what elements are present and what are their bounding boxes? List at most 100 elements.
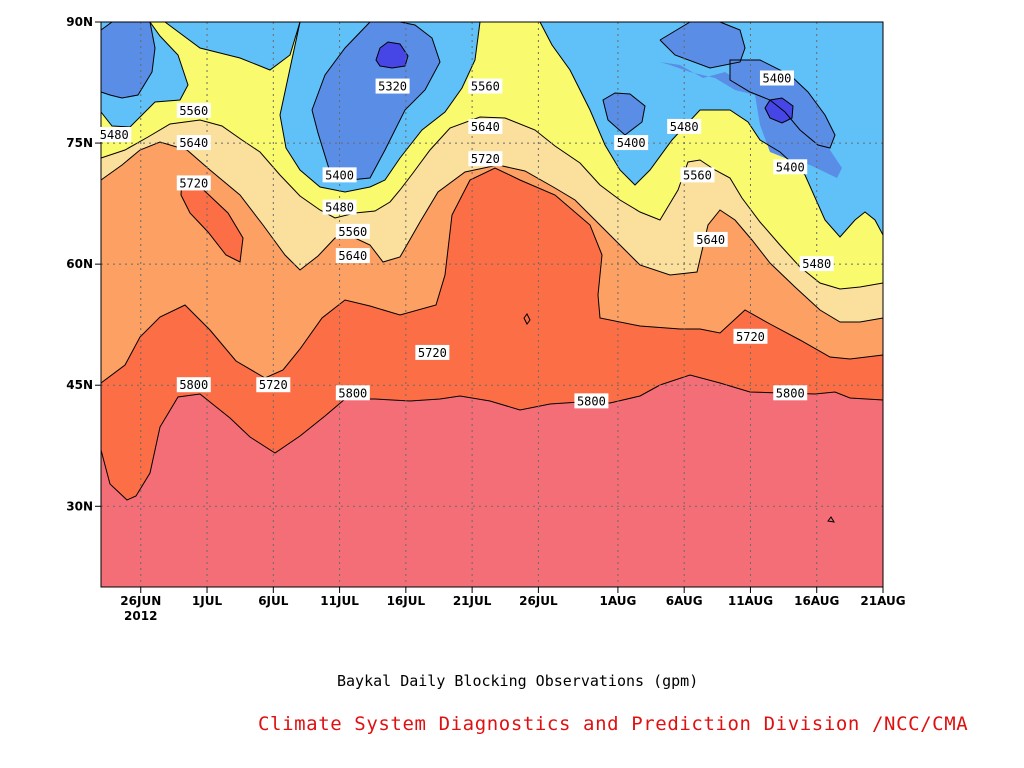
contour-blip-a [523,313,531,325]
contour-label-box [322,199,357,215]
contour-line-5560 [100,116,884,290]
contour-label-box [468,78,503,94]
x-tick-label: 11JUL [320,594,359,608]
contour-label-text: 5480 [325,201,354,215]
x-tick-label: 11AUG [728,594,773,608]
contour-label-text: 5480 [100,128,129,142]
contour-label-box [335,248,370,264]
contour-labels: 5320 5560 5400 5560 5480 5640 5480 5640 5400 5720… [97,70,834,409]
contour-label: 5640 [693,231,728,247]
contour-label-box [680,167,715,183]
contour-label-box [335,385,370,401]
y-tick-label: 90N [66,15,93,29]
contour-label-box [176,102,211,118]
contour-label: 5400 [614,135,649,151]
x-tick-label: 6JUL [258,594,289,608]
y-tick-label: 75N [66,136,93,150]
contour-label-box [773,159,808,175]
contour-line-5400-a [100,21,156,99]
contour-label: 5560 [680,167,715,183]
band-5720-5800-island [181,178,243,262]
contour-label-text: 5560 [471,80,500,94]
contour-label-text: 5720 [418,346,447,360]
contour-line-5320-a [375,41,409,69]
contour-label-box [256,377,291,393]
contour-blip-b [827,516,835,523]
contour-label-box [733,328,768,344]
contour-label: 5320 [375,78,410,94]
contour-label: 5480 [322,199,357,215]
contour-line-5400-d [659,21,746,69]
contour-label-box [468,118,503,134]
contour-label-text: 5800 [776,386,805,400]
contour-label-text: 5640 [338,249,367,263]
contour-label-text: 5640 [471,120,500,134]
contour-label-text: 5800 [179,378,208,392]
contour-label-text: 5480 [802,257,831,271]
x-tick-label: 16JUL [387,594,426,608]
contour-label-text: 5720 [736,330,765,344]
contour-label-box [799,256,834,272]
contour-label-box [176,377,211,393]
contour-label-text: 5640 [696,233,725,247]
contour-label-box [468,151,503,167]
contour-label-box [773,385,808,401]
x-tick-label: 21JUL [453,594,492,608]
contour-label-box [759,70,794,86]
contour-label: 5640 [335,248,370,264]
plot-frame [100,21,884,588]
contour-label-text: 5800 [577,394,606,408]
contour-line-5800 [100,374,884,501]
contour-label-text: 5400 [617,136,646,150]
contour-line-5480-c [279,21,481,193]
contour-label-text: 5800 [338,386,367,400]
contour-label-text: 5400 [776,160,805,174]
credit-line: Climate System Diagnostics and Predictio… [258,713,969,735]
contour-label: 5560 [176,102,211,118]
contour-label-text: 5560 [179,104,208,118]
contour-line-5400-c [602,92,646,136]
contour-label-box [176,135,211,151]
contour-label-text: 5560 [338,225,367,239]
contour-label-text: 5720 [471,152,500,166]
y-tick-label: 30N [66,499,93,513]
contour-label-box [415,344,450,360]
contour-label-box [693,231,728,247]
contour-label: 5400 [773,159,808,175]
x-tick-label: 1AUG [599,594,636,608]
contour-line-5640 [100,141,884,323]
contour-label: 5720 [415,344,450,360]
contour-line-5480-d [539,21,884,238]
y-tick-label: 45N [66,378,93,392]
x-tick-label: 21AUG [860,594,905,608]
contour-label-box [614,135,649,151]
contour-label: 5400 [759,70,794,86]
contour-label-box [375,78,410,94]
contour-line-5400-b [311,21,441,181]
contour-label: 5720 [468,151,503,167]
x-tick-label: 16AUG [794,594,839,608]
contour-label: 5560 [335,223,370,239]
contour-line-5720 [100,167,884,384]
contour-line-5320-b [764,97,794,124]
contour-label: 5720 [176,175,211,191]
x-tick-label: 26JUL [519,594,558,608]
contour-label-text: 5400 [763,72,792,86]
contour-label: 5800 [335,385,370,401]
contour-label-box [176,175,211,191]
contour-label: 5800 [176,377,211,393]
contour-lines [100,21,884,523]
contour-label-box [667,118,702,134]
contour-label-box [335,223,370,239]
y-axis: 30N 45N 60N 75N 90N [66,15,101,513]
contour-label-text: 5480 [670,120,699,134]
x-axis: 26JUN 1JUL 6JUL 11JUL 16JUL 21JUL 26JUL 1AUG 6AU… [120,587,906,608]
x-tick-label: 6AUG [666,594,703,608]
contour-label-text: 5720 [179,176,208,190]
band-5400-5480 [101,22,883,237]
contour-label-text: 5560 [683,168,712,182]
contour-line-5720-island [180,177,244,263]
contour-label: 5640 [468,118,503,134]
contour-label-box [97,127,132,142]
